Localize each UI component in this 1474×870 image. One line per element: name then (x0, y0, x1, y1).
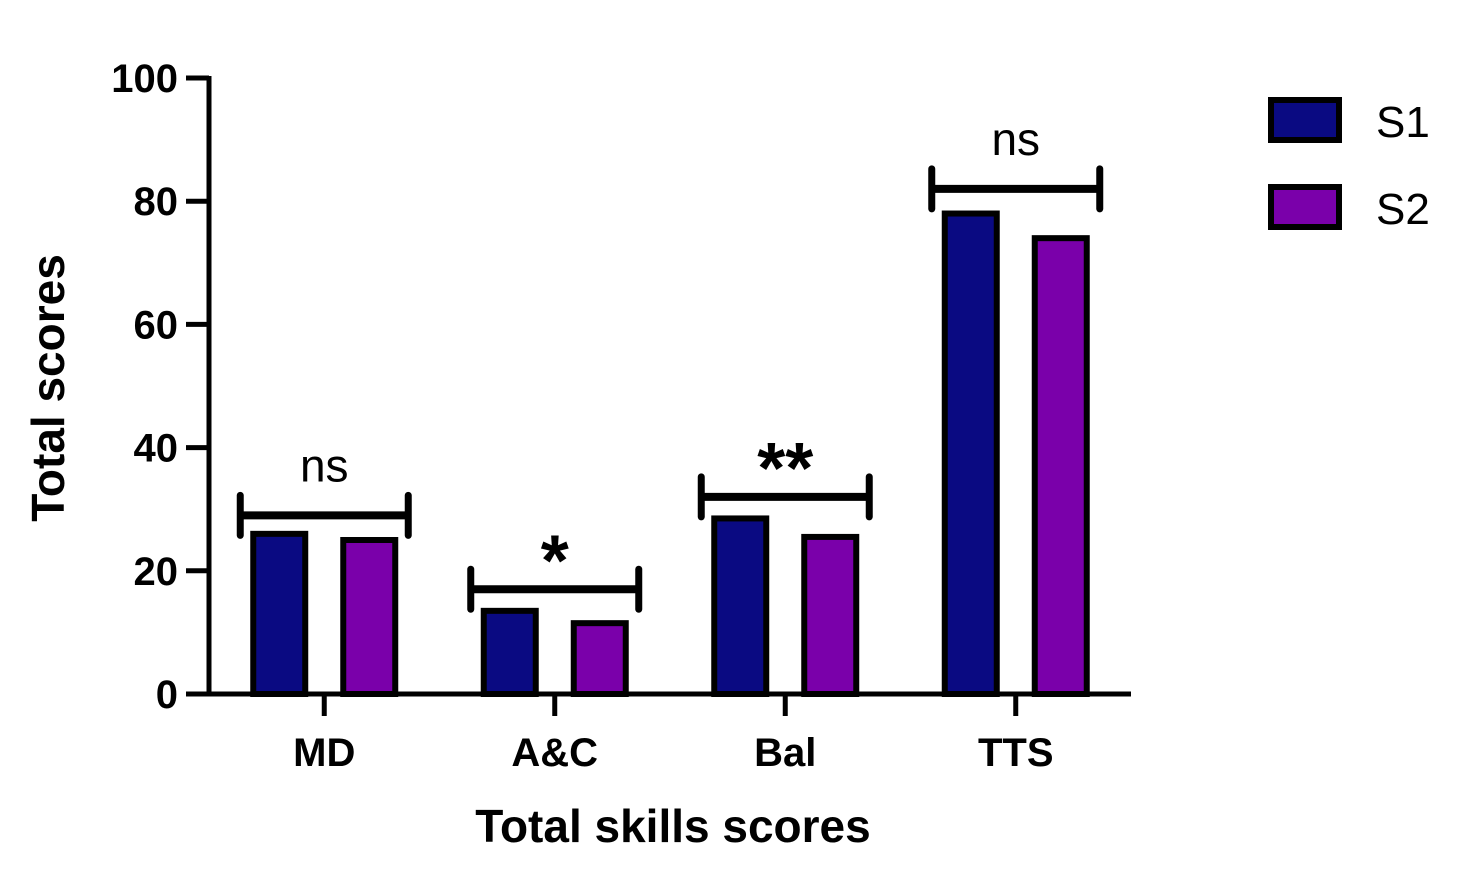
x-tick-label-md: MD (293, 731, 355, 775)
significance-layer: ns***ns (236, 113, 1104, 613)
significance-label-md: ns (300, 439, 349, 491)
x-tick-label-a-c: A&C (511, 731, 598, 775)
legend-swatch-s2 (1268, 184, 1342, 230)
y-axis-title: Total scores (22, 254, 74, 522)
significance-bal: ** (697, 429, 873, 521)
legend: S1 S2 (1268, 97, 1430, 234)
y-tick-label-80: 80 (134, 180, 179, 224)
x-ticks: MD A&C Bal TTS (293, 694, 1054, 775)
bar-s2-bal (801, 533, 860, 697)
bar-s1-a-c (480, 607, 539, 698)
y-tick-label-40: 40 (134, 427, 179, 471)
significance-tts: ns (928, 113, 1104, 213)
x-axis-title: Total skills scores (475, 800, 870, 852)
x-tick-label-bal: Bal (754, 731, 816, 775)
bars-layer (250, 210, 1090, 698)
bar-s2-md (340, 537, 399, 697)
y-tick-label-100: 100 (111, 57, 178, 101)
significance-label-tts: ns (991, 113, 1040, 165)
significance-md: ns (236, 439, 412, 539)
legend-label-s1: S1 (1376, 98, 1430, 147)
y-tick-label-60: 60 (134, 303, 179, 347)
bar-s1-tts (941, 210, 1000, 698)
legend-swatch-s1 (1268, 97, 1342, 143)
y-tick-label-0: 0 (156, 673, 178, 717)
significance-a-c: * (467, 521, 643, 613)
bar-s1-md (250, 530, 309, 698)
significance-label-a-c: * (541, 521, 569, 601)
y-ticks: 0 20 40 60 80 100 (111, 57, 209, 717)
bar-s2-tts (1031, 235, 1090, 697)
bar-s1-bal (711, 515, 770, 697)
bar-s2-a-c (570, 620, 629, 697)
y-tick-label-20: 20 (134, 550, 179, 594)
x-tick-label-tts: TTS (978, 731, 1054, 775)
significance-label-bal: ** (757, 429, 813, 509)
legend-label-s2: S2 (1376, 185, 1430, 234)
